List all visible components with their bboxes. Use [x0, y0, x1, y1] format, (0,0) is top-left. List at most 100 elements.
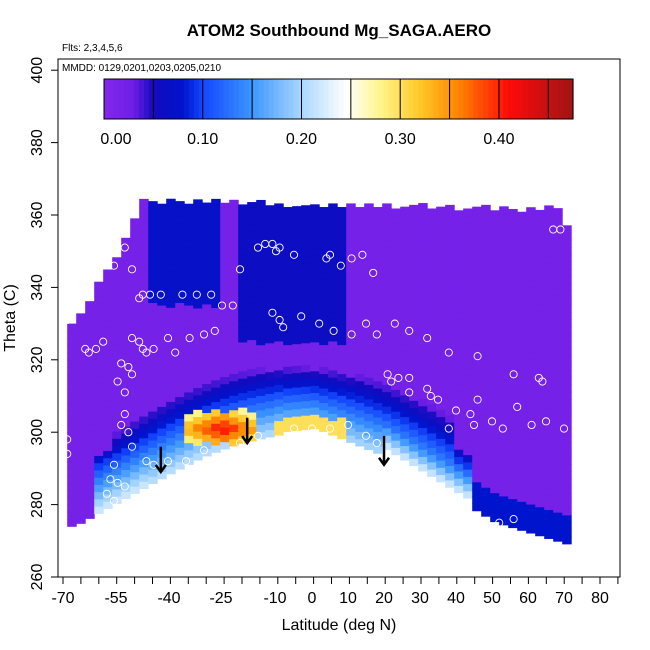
heatmap-cell [265, 364, 275, 373]
heatmap-cell [247, 404, 257, 413]
heatmap-cell [166, 415, 176, 424]
heatmap-cell [148, 324, 158, 332]
heatmap-cell [373, 409, 383, 418]
heatmap-cell [256, 344, 266, 353]
heatmap-cell [211, 285, 221, 294]
heatmap-cell [355, 366, 365, 375]
heatmap-cell [301, 386, 311, 394]
heatmap-cell [157, 420, 167, 429]
heatmap-cell [526, 373, 536, 382]
heatmap-cell [76, 378, 86, 387]
heatmap-cell [472, 394, 482, 403]
heatmap-cell [193, 228, 203, 237]
heatmap-cell [238, 327, 248, 336]
heatmap-cell [67, 504, 77, 513]
heatmap-cell [301, 219, 311, 228]
heatmap-cell [337, 380, 347, 389]
heatmap-cell [112, 336, 122, 345]
heatmap-cell [427, 251, 437, 260]
heatmap-cell [526, 301, 536, 310]
heatmap-cell [517, 342, 527, 350]
heatmap-cell [274, 427, 284, 436]
heatmap-cell [220, 231, 230, 240]
heatmap-cell [166, 401, 176, 410]
colorbar-segment [523, 79, 529, 119]
heatmap-cell [301, 371, 311, 380]
heatmap-cell [112, 307, 122, 316]
heatmap-cell [427, 237, 437, 246]
heatmap-cell [373, 322, 383, 331]
heatmap-cell [553, 476, 563, 484]
heatmap-cell [103, 356, 113, 365]
heatmap-cell [229, 221, 239, 230]
colorbar-segment [228, 79, 235, 119]
heatmap-cell [67, 388, 77, 397]
heatmap-cell [463, 222, 473, 231]
heatmap-cell [175, 440, 185, 448]
heatmap-cell [553, 302, 563, 310]
sample-point [145, 290, 155, 299]
heatmap-cell [121, 346, 131, 355]
heatmap-cell [472, 271, 482, 280]
heatmap-cell [355, 315, 365, 324]
sample-point [358, 250, 367, 259]
heatmap-cell [211, 358, 221, 366]
heatmap-cell [553, 367, 563, 376]
heatmap-cell [148, 316, 158, 325]
heatmap-cell [202, 347, 212, 356]
heatmap-cell [229, 199, 239, 208]
heatmap-cell [400, 394, 410, 403]
heatmap-cell [400, 315, 410, 324]
heatmap-cell [562, 493, 572, 501]
heatmap-cell [319, 330, 329, 338]
heatmap-cell [229, 228, 239, 237]
heatmap-cell [283, 373, 293, 382]
heatmap-cell [400, 423, 410, 432]
heatmap-cell [211, 271, 221, 280]
heatmap-cell [112, 315, 122, 323]
heatmap-cell [130, 406, 140, 415]
heatmap-cell [202, 245, 212, 254]
heatmap-cell [247, 209, 257, 218]
heatmap-cell [184, 391, 194, 400]
heatmap-cell [112, 459, 122, 468]
heatmap-cell [283, 286, 293, 295]
heatmap-cell [535, 231, 545, 240]
heatmap-cell [265, 357, 275, 366]
heatmap-cell [112, 278, 122, 287]
heatmap-cell [238, 421, 248, 430]
heatmap-cell [94, 383, 104, 391]
heatmap-cell [238, 313, 248, 321]
heatmap-cell [400, 351, 410, 360]
heatmap-cell [517, 276, 527, 285]
heatmap-cell [544, 357, 554, 366]
heatmap-cell [166, 358, 176, 366]
heatmap-cell [76, 349, 86, 358]
heatmap-cell [400, 242, 410, 251]
heatmap-cell [85, 409, 95, 418]
heatmap-cell [472, 431, 482, 439]
heatmap-cell [508, 310, 518, 319]
heatmap-cell [175, 201, 185, 209]
heatmap-cell [373, 308, 383, 317]
heatmap-cell [148, 432, 158, 441]
heatmap-cell [490, 239, 500, 247]
heatmap-cell [490, 485, 500, 494]
heatmap-cell [463, 215, 473, 224]
heatmap-cell [112, 452, 122, 461]
heatmap-cell [139, 466, 149, 475]
heatmap-cell [454, 289, 464, 298]
heatmap-cell [364, 203, 374, 212]
heatmap-cell [94, 339, 104, 348]
colorbar-segment [508, 79, 514, 119]
heatmap-cell [355, 272, 365, 280]
heatmap-cell [481, 270, 491, 278]
heatmap-cell [148, 374, 158, 383]
heatmap-cell [346, 261, 356, 270]
heatmap-cell [364, 290, 374, 299]
heatmap-cell [220, 412, 230, 421]
heatmap-cell [526, 228, 536, 237]
heatmap-cell [346, 420, 356, 429]
heatmap-cell [535, 260, 545, 269]
heatmap-cell [265, 277, 275, 286]
